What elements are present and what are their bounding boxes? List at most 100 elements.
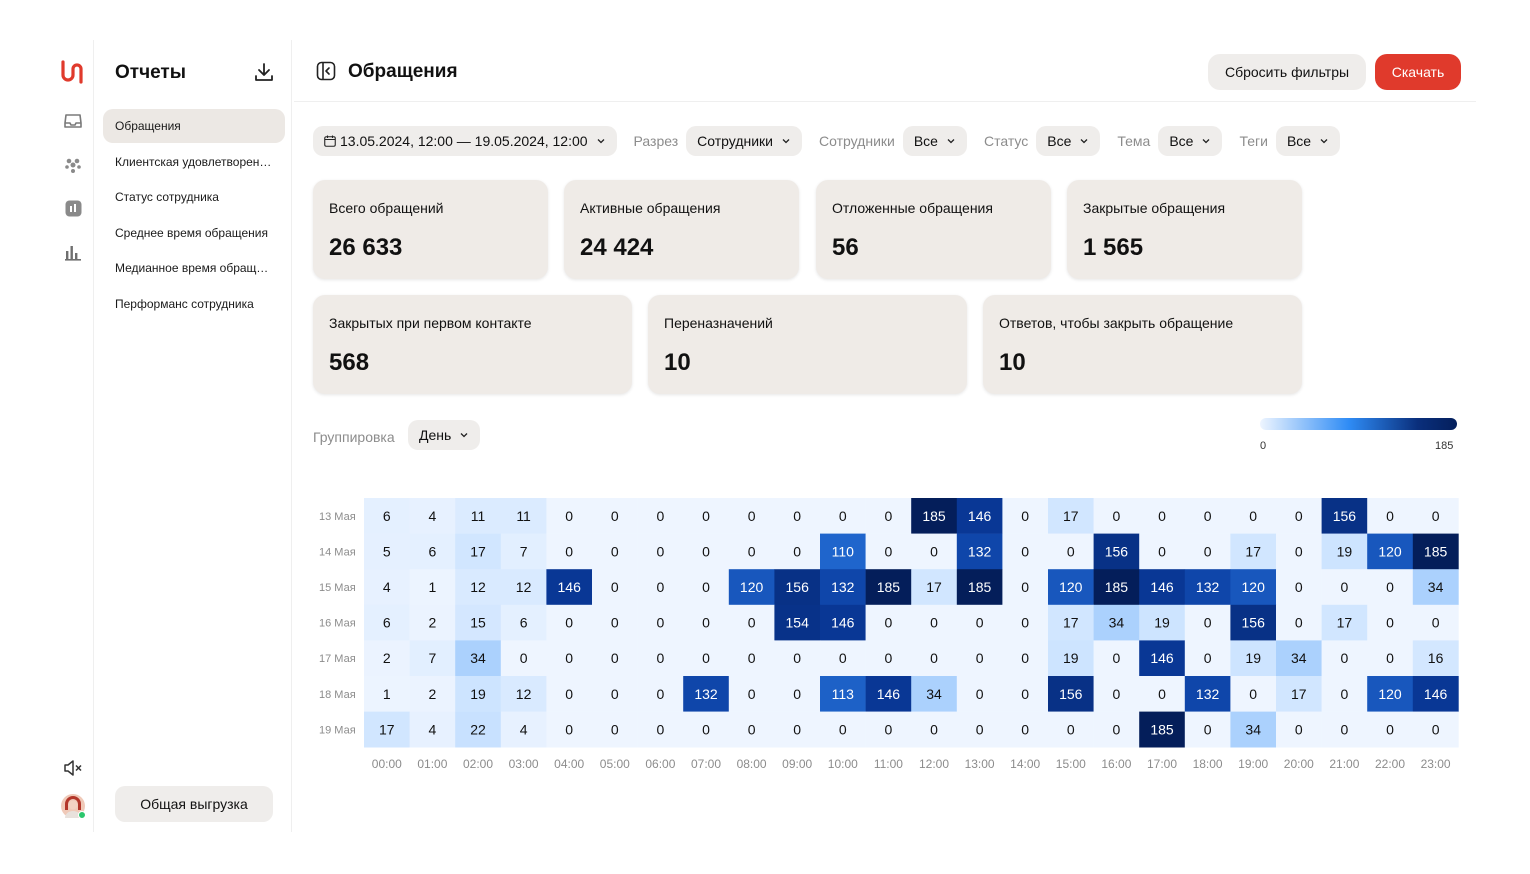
heatmap-cell[interactable]: [1002, 640, 1049, 677]
heatmap-cell[interactable]: [1184, 640, 1231, 677]
heatmap-cell[interactable]: [1276, 676, 1322, 712]
heatmap-cell[interactable]: [1412, 711, 1459, 748]
heatmap-cell[interactable]: [1184, 711, 1231, 748]
heatmap-cell[interactable]: [1093, 711, 1140, 748]
heatmap-cell[interactable]: [774, 498, 821, 534]
heatmap-cell[interactable]: [1412, 533, 1459, 570]
heatmap-cell[interactable]: [637, 604, 684, 641]
export-all-button[interactable]: Общая выгрузка: [115, 786, 273, 822]
heatmap-cell[interactable]: [592, 676, 638, 712]
heatmap-cell[interactable]: [774, 533, 821, 570]
heatmap-cell[interactable]: [865, 533, 912, 570]
heatmap-cell[interactable]: [1184, 498, 1231, 534]
heatmap-cell[interactable]: [1184, 676, 1231, 712]
heatmap-cell[interactable]: [1321, 498, 1368, 534]
heatmap-cell[interactable]: [1093, 604, 1140, 641]
heatmap-cell[interactable]: [1367, 498, 1414, 534]
heatmap-cell[interactable]: [455, 676, 502, 712]
heatmap-cell[interactable]: [1412, 640, 1459, 677]
heatmap-cell[interactable]: [592, 711, 638, 748]
heatmap-cell[interactable]: [1276, 711, 1322, 748]
heatmap-cell[interactable]: [1048, 533, 1094, 570]
heatmap-cell[interactable]: [1367, 569, 1414, 606]
heatmap-cell[interactable]: [865, 640, 912, 677]
heatmap-cell[interactable]: [1002, 569, 1049, 606]
heatmap-cell[interactable]: [1139, 569, 1186, 606]
heatmap-cell[interactable]: [1184, 604, 1231, 641]
heatmap-cell[interactable]: [500, 711, 547, 748]
heatmap-cell[interactable]: [1230, 569, 1277, 606]
heatmap-cell[interactable]: [500, 640, 547, 677]
heatmap-cell[interactable]: [409, 533, 456, 570]
heatmap-cell[interactable]: [592, 533, 638, 570]
heatmap-cell[interactable]: [1230, 711, 1277, 748]
heatmap-cell[interactable]: [1002, 498, 1049, 534]
heatmap-cell[interactable]: [683, 533, 730, 570]
heatmap-cell[interactable]: [364, 640, 410, 677]
heatmap-cell[interactable]: [1367, 676, 1414, 712]
heatmap-cell[interactable]: [1093, 640, 1140, 677]
date-range-picker[interactable]: 13.05.2024, 12:00 — 19.05.2024, 12:00: [313, 126, 617, 156]
heatmap-cell[interactable]: [364, 533, 410, 570]
heatmap-cell[interactable]: [1139, 498, 1186, 534]
heatmap-cell[interactable]: [865, 676, 912, 712]
heatmap-cell[interactable]: [774, 569, 821, 606]
heatmap-cell[interactable]: [1276, 604, 1322, 641]
heatmap-cell[interactable]: [774, 604, 821, 641]
heatmap-cell[interactable]: [911, 604, 958, 641]
heatmap-cell[interactable]: [911, 569, 958, 606]
heatmap-cell[interactable]: [592, 498, 638, 534]
heatmap-cell[interactable]: [911, 498, 958, 534]
reset-filters-button[interactable]: Сбросить фильтры: [1208, 54, 1366, 90]
heatmap-cell[interactable]: [1367, 533, 1414, 570]
heatmap-cell[interactable]: [409, 640, 456, 677]
logo-icon[interactable]: [59, 58, 87, 86]
heatmap-cell[interactable]: [956, 711, 1003, 748]
heatmap-cell[interactable]: [683, 676, 730, 712]
heatmap-cell[interactable]: [1048, 569, 1094, 606]
heatmap-cell[interactable]: [683, 711, 730, 748]
topic-dropdown[interactable]: Все: [1158, 126, 1223, 156]
heatmap-cell[interactable]: [683, 640, 730, 677]
heatmap-cell[interactable]: [1321, 604, 1368, 641]
heatmap-cell[interactable]: [1412, 498, 1459, 534]
heatmap-cell[interactable]: [1230, 676, 1277, 712]
heatmap-cell[interactable]: [364, 604, 410, 641]
heatmap-cell[interactable]: [1048, 711, 1094, 748]
heatmap-cell[interactable]: [409, 498, 456, 534]
heatmap-cell[interactable]: [911, 676, 958, 712]
heatmap-cell[interactable]: [592, 569, 638, 606]
heatmap-cell[interactable]: [1139, 604, 1186, 641]
inbox-icon[interactable]: [62, 110, 84, 132]
heatmap-cell[interactable]: [820, 711, 866, 748]
heatmap-cell[interactable]: [865, 569, 912, 606]
tags-dropdown[interactable]: Все: [1275, 126, 1341, 156]
heatmap-cell[interactable]: [728, 711, 775, 748]
heatmap-cell[interactable]: [1321, 640, 1368, 677]
heatmap-cell[interactable]: [546, 711, 593, 748]
heatmap-cell[interactable]: [546, 533, 593, 570]
heatmap-cell[interactable]: [1093, 498, 1140, 534]
heatmap-cell[interactable]: [500, 604, 547, 641]
heatmap-cell[interactable]: [728, 569, 775, 606]
mute-icon[interactable]: [62, 757, 84, 779]
bar-chart-icon[interactable]: [62, 241, 84, 263]
heatmap-cell[interactable]: [1139, 711, 1186, 748]
heatmap-cell[interactable]: [728, 498, 775, 534]
heatmap-cell[interactable]: [865, 711, 912, 748]
team-icon[interactable]: [62, 154, 84, 176]
heatmap-cell[interactable]: [911, 711, 958, 748]
heatmap-cell[interactable]: [820, 676, 866, 712]
heatmap-cell[interactable]: [1139, 640, 1186, 677]
heatmap-cell[interactable]: [500, 498, 547, 534]
heatmap-cell[interactable]: [1276, 498, 1322, 534]
heatmap-cell[interactable]: [500, 569, 547, 606]
sidebar-item[interactable]: Статус сотрудника: [115, 190, 219, 205]
heatmap-cell[interactable]: [956, 533, 1003, 570]
heatmap-cell[interactable]: [956, 569, 1003, 606]
heatmap-cell[interactable]: [1093, 569, 1140, 606]
avatar[interactable]: [61, 794, 85, 818]
heatmap-cell[interactable]: [455, 711, 502, 748]
heatmap-cell[interactable]: [1184, 569, 1231, 606]
heatmap-cell[interactable]: [455, 569, 502, 606]
